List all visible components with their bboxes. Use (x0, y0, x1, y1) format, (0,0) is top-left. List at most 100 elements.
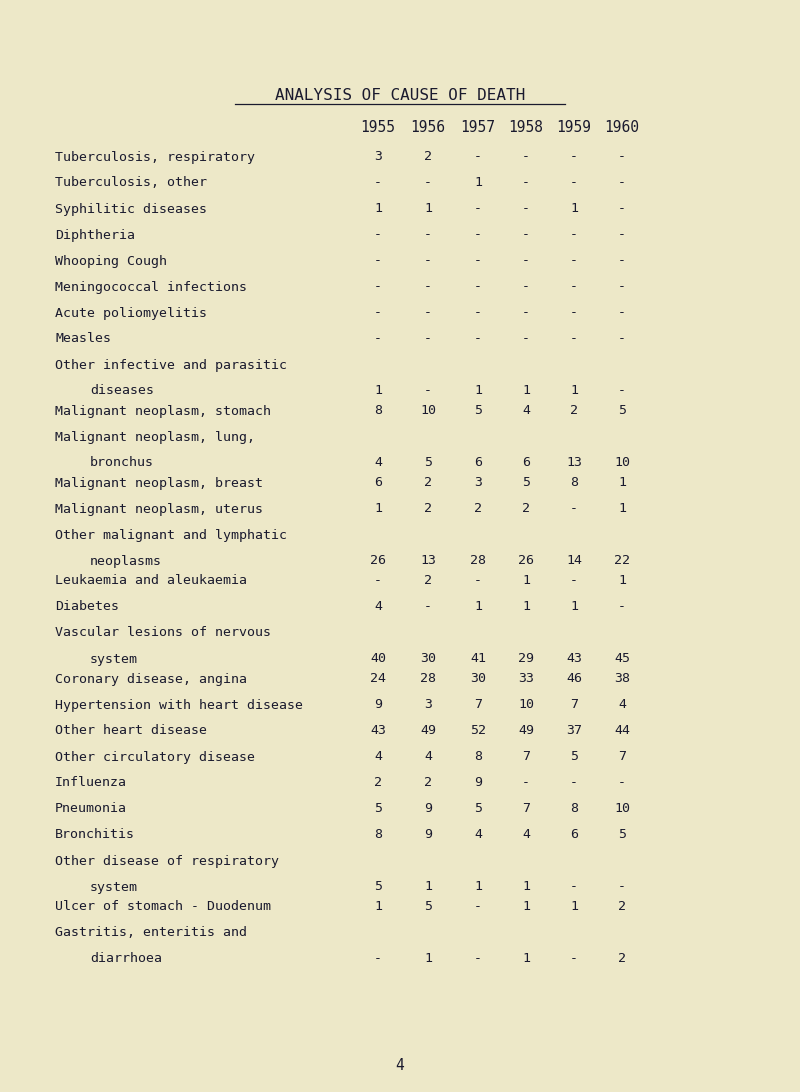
Text: Acute poliomyelitis: Acute poliomyelitis (55, 307, 207, 320)
Text: 49: 49 (518, 724, 534, 737)
Text: 5: 5 (374, 880, 382, 893)
Text: Other circulatory disease: Other circulatory disease (55, 750, 255, 763)
Text: 14: 14 (566, 555, 582, 568)
Text: 26: 26 (370, 555, 386, 568)
Text: 8: 8 (374, 404, 382, 417)
Text: 4: 4 (474, 829, 482, 842)
Text: 5: 5 (618, 404, 626, 417)
Text: Tuberculosis, respiratory: Tuberculosis, respiratory (55, 151, 255, 164)
Text: 1: 1 (570, 601, 578, 614)
Text: 8: 8 (474, 750, 482, 763)
Text: -: - (570, 254, 578, 268)
Text: -: - (570, 177, 578, 190)
Text: 1958: 1958 (509, 120, 543, 135)
Text: -: - (424, 332, 432, 345)
Text: -: - (522, 151, 530, 164)
Text: diarrhoea: diarrhoea (90, 952, 162, 965)
Text: -: - (618, 202, 626, 215)
Text: Measles: Measles (55, 332, 111, 345)
Text: 46: 46 (566, 673, 582, 686)
Text: neoplasms: neoplasms (90, 555, 162, 568)
Text: 9: 9 (374, 699, 382, 712)
Text: 2: 2 (374, 776, 382, 790)
Text: -: - (618, 254, 626, 268)
Text: -: - (374, 254, 382, 268)
Text: -: - (522, 254, 530, 268)
Text: Malignant neoplasm, breast: Malignant neoplasm, breast (55, 476, 263, 489)
Text: -: - (618, 177, 626, 190)
Text: 5: 5 (474, 404, 482, 417)
Text: -: - (424, 601, 432, 614)
Text: Vascular lesions of nervous: Vascular lesions of nervous (55, 627, 271, 640)
Text: -: - (474, 254, 482, 268)
Text: 1: 1 (618, 502, 626, 515)
Text: -: - (374, 332, 382, 345)
Text: 1: 1 (570, 202, 578, 215)
Text: -: - (522, 332, 530, 345)
Text: 26: 26 (518, 555, 534, 568)
Text: -: - (522, 776, 530, 790)
Text: 2: 2 (522, 502, 530, 515)
Text: Malignant neoplasm, stomach: Malignant neoplasm, stomach (55, 404, 271, 417)
Text: 10: 10 (614, 803, 630, 816)
Text: 6: 6 (474, 456, 482, 470)
Text: -: - (424, 281, 432, 294)
Text: -: - (374, 228, 382, 241)
Text: 13: 13 (420, 555, 436, 568)
Text: Influenza: Influenza (55, 776, 127, 790)
Text: 3: 3 (474, 476, 482, 489)
Text: 9: 9 (424, 803, 432, 816)
Text: -: - (374, 574, 382, 587)
Text: 10: 10 (420, 404, 436, 417)
Text: -: - (618, 880, 626, 893)
Text: Other infective and parasitic: Other infective and parasitic (55, 358, 287, 371)
Text: -: - (618, 228, 626, 241)
Text: 5: 5 (570, 750, 578, 763)
Text: 7: 7 (474, 699, 482, 712)
Text: 7: 7 (522, 750, 530, 763)
Text: Gastritis, enteritis and: Gastritis, enteritis and (55, 926, 247, 939)
Text: bronchus: bronchus (90, 456, 154, 470)
Text: 33: 33 (518, 673, 534, 686)
Text: -: - (424, 384, 432, 397)
Text: 1955: 1955 (361, 120, 395, 135)
Text: -: - (474, 901, 482, 914)
Text: 1: 1 (424, 952, 432, 965)
Text: -: - (374, 952, 382, 965)
Text: -: - (618, 281, 626, 294)
Text: 1: 1 (474, 880, 482, 893)
Text: 37: 37 (566, 724, 582, 737)
Text: 30: 30 (470, 673, 486, 686)
Text: 49: 49 (420, 724, 436, 737)
Text: -: - (570, 880, 578, 893)
Text: 2: 2 (424, 574, 432, 587)
Text: Diphtheria: Diphtheria (55, 228, 135, 241)
Text: 2: 2 (424, 776, 432, 790)
Text: -: - (618, 332, 626, 345)
Text: -: - (522, 228, 530, 241)
Text: 2: 2 (424, 476, 432, 489)
Text: 7: 7 (618, 750, 626, 763)
Text: 40: 40 (370, 653, 386, 665)
Text: 4: 4 (424, 750, 432, 763)
Text: -: - (424, 228, 432, 241)
Text: 1959: 1959 (557, 120, 591, 135)
Text: Bronchitis: Bronchitis (55, 829, 135, 842)
Text: -: - (570, 281, 578, 294)
Text: 6: 6 (570, 829, 578, 842)
Text: 1960: 1960 (605, 120, 639, 135)
Text: 1: 1 (570, 384, 578, 397)
Text: 2: 2 (618, 952, 626, 965)
Text: -: - (618, 601, 626, 614)
Text: -: - (618, 307, 626, 320)
Text: 8: 8 (570, 476, 578, 489)
Text: 1956: 1956 (410, 120, 446, 135)
Text: 28: 28 (420, 673, 436, 686)
Text: Malignant neoplasm, uterus: Malignant neoplasm, uterus (55, 502, 263, 515)
Text: 1: 1 (374, 901, 382, 914)
Text: 2: 2 (424, 502, 432, 515)
Text: -: - (474, 228, 482, 241)
Text: system: system (90, 880, 138, 893)
Text: 1: 1 (424, 202, 432, 215)
Text: -: - (474, 307, 482, 320)
